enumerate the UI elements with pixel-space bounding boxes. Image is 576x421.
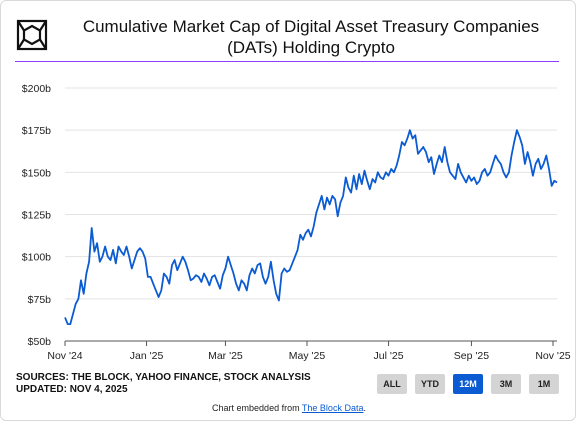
y-tick-label: $150b — [22, 167, 51, 179]
y-tick-label: $175b — [22, 125, 51, 137]
y-axis-ticks: $50b $75b $100b $125b $150b $175b $200b — [22, 83, 51, 348]
x-tick-label: Sep '25 — [454, 350, 489, 362]
the-block-cube-icon — [16, 19, 48, 51]
market-cap-series-line — [64, 129, 558, 325]
embed-prefix: Chart embedded from — [212, 403, 302, 413]
updated-text: UPDATED: NOV 4, 2025 — [16, 384, 128, 395]
range-button-12m[interactable]: 12M — [453, 374, 483, 394]
y-tick-label: $50b — [28, 336, 52, 348]
y-tick-label: $100b — [22, 252, 51, 264]
x-tick-label: Jan '25 — [130, 350, 164, 362]
range-button-ytd[interactable]: YTD — [415, 374, 445, 394]
chart-title-line-1: Cumulative Market Cap of Digital Asset T… — [82, 17, 540, 36]
chart-grid — [65, 87, 557, 342]
y-tick-label: $125b — [22, 210, 51, 222]
time-range-selector: ALL YTD 12M 3M 1M — [377, 374, 559, 394]
sources-text: SOURCES: THE BLOCK, YAHOO FINANCE, STOCK… — [16, 372, 311, 383]
x-axis-ticks: Nov '24 Jan '25 Mar '25 May '25 Jul '25 Sep '… — [47, 341, 571, 362]
range-button-3m[interactable]: 3M — [491, 374, 521, 394]
title-divider — [15, 61, 559, 62]
embed-credit: Chart embedded from The Block Data. — [1, 403, 576, 413]
line-chart: $50b $75b $100b $125b $150b $175b $200b Nov '2… — [22, 83, 571, 362]
x-tick-label: Jul '25 — [374, 350, 404, 362]
x-tick-label: Mar '25 — [208, 350, 243, 362]
chart-title-line-2: (DATs) Holding Crypto — [227, 38, 395, 57]
y-tick-label: $200b — [22, 83, 51, 95]
chart-title: Cumulative Market Cap of Digital Asset T… — [61, 16, 561, 58]
embed-suffix: . — [363, 403, 366, 413]
x-tick-label: Nov '25 — [535, 350, 570, 362]
y-tick-label: $75b — [28, 294, 52, 306]
x-tick-label: May '25 — [289, 350, 326, 362]
range-button-all[interactable]: ALL — [377, 374, 407, 394]
chart-footer-notes: SOURCES: THE BLOCK, YAHOO FINANCE, STOCK… — [16, 372, 311, 396]
x-tick-label: Nov '24 — [47, 350, 82, 362]
the-block-data-link[interactable]: The Block Data — [301, 403, 364, 413]
range-button-1m[interactable]: 1M — [529, 374, 559, 394]
